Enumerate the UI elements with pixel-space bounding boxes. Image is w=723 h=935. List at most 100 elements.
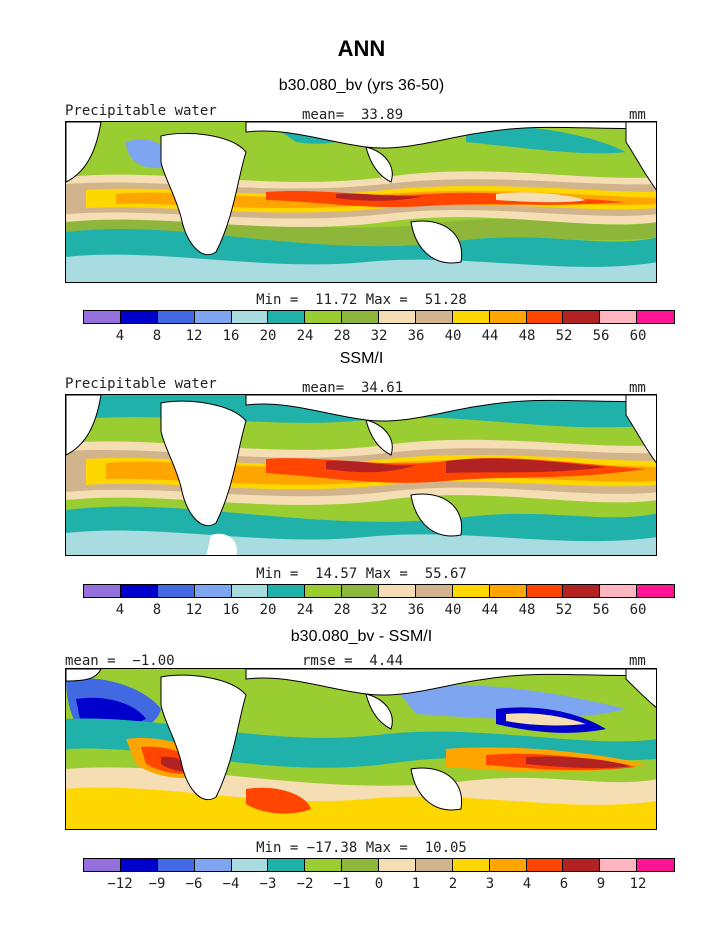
colorbar-tick-label: 44 (481, 328, 499, 344)
colorbar-tick-label: 52 (555, 602, 573, 618)
colorbar-swatch (452, 859, 490, 871)
colorbar-tick-label: 16 (222, 602, 240, 618)
colorbar-swatch (379, 311, 416, 323)
colorbar-tick-label: −3 (259, 876, 277, 892)
colorbar-swatch (526, 859, 564, 871)
colorbar-swatch (600, 311, 638, 323)
colorbar-tick-label: 2 (448, 876, 458, 892)
panel-1-mean-label: mean= 33.89 (302, 107, 404, 123)
colorbar-tick-label: 4 (522, 876, 532, 892)
colorbar-tick-label: 28 (333, 602, 351, 618)
colorbar-tick-label: 9 (596, 876, 606, 892)
panel-3-colorbar-ticks: −12 −9 −6 −4 −3 −2 −1 0 1 2 3 4 6 9 12 (83, 876, 646, 894)
colorbar-swatch (120, 311, 158, 323)
panel-3-units-label: mm (629, 653, 646, 669)
colorbar-swatch (305, 585, 343, 597)
colorbar-tick-label: 8 (152, 328, 162, 344)
colorbar-tick-label: 4 (115, 328, 125, 344)
colorbar-swatch (231, 311, 269, 323)
panel-1-minmax: Min = 11.72 Max = 51.28 (256, 292, 467, 308)
colorbar-swatch (600, 585, 638, 597)
colorbar-tick-label: 60 (629, 328, 647, 344)
colorbar-tick-label: 12 (185, 602, 203, 618)
colorbar-swatch (489, 311, 527, 323)
colorbar-swatch (637, 311, 674, 323)
panel-2-colorbar (83, 584, 675, 598)
colorbar-swatch (526, 585, 564, 597)
panel-1-colorbar (83, 310, 675, 324)
colorbar-swatch (120, 585, 158, 597)
colorbar-swatch (526, 311, 564, 323)
panel-2-mean-label: mean= 34.61 (302, 380, 404, 396)
panel-1-variable-label: Precipitable water (65, 103, 217, 119)
colorbar-swatch (157, 311, 195, 323)
colorbar-swatch (637, 859, 674, 871)
colorbar-tick-label: 12 (185, 328, 203, 344)
colorbar-swatch (231, 585, 269, 597)
colorbar-tick-label: 24 (296, 328, 314, 344)
colorbar-swatch (305, 859, 343, 871)
panel-1-map-svg (66, 122, 656, 282)
colorbar-swatch (84, 311, 121, 323)
colorbar-tick-label: 1 (411, 876, 421, 892)
colorbar-tick-label: 20 (259, 328, 277, 344)
panel-3-minmax: Min = −17.38 Max = 10.05 (256, 840, 467, 856)
panel-3-mean-label: mean = −1.00 (65, 653, 175, 669)
panel-2-variable-label: Precipitable water (65, 376, 217, 392)
colorbar-swatch (415, 311, 453, 323)
colorbar-tick-label: 48 (518, 602, 536, 618)
panel-3-map-svg (66, 669, 656, 829)
colorbar-swatch (194, 859, 232, 871)
colorbar-swatch (157, 585, 195, 597)
colorbar-tick-label: 32 (370, 602, 388, 618)
panel-1-colorbar-ticks: 4 8 12 16 20 24 28 32 36 40 44 48 52 56 60 (83, 328, 647, 346)
colorbar-swatch (637, 585, 674, 597)
colorbar-swatch (415, 585, 453, 597)
colorbar-swatch (305, 311, 343, 323)
panel-3-rmse-label: rmse = 4.44 (302, 653, 404, 669)
colorbar-swatch (379, 859, 416, 871)
panel-2-map-svg (66, 395, 656, 555)
colorbar-tick-label: −2 (296, 876, 314, 892)
colorbar-swatch (231, 859, 269, 871)
colorbar-swatch (563, 859, 601, 871)
colorbar-swatch (157, 859, 195, 871)
colorbar-swatch (120, 859, 158, 871)
colorbar-tick-label: 24 (296, 602, 314, 618)
colorbar-tick-label: 40 (444, 328, 462, 344)
colorbar-tick-label: −1 (333, 876, 351, 892)
colorbar-swatch (452, 585, 490, 597)
colorbar-tick-label: 60 (629, 602, 647, 618)
colorbar-swatch (194, 311, 232, 323)
panel-1-map (65, 121, 657, 283)
colorbar-tick-label: 8 (152, 602, 162, 618)
colorbar-tick-label: −12 (107, 876, 133, 892)
colorbar-tick-label: 0 (374, 876, 384, 892)
colorbar-swatch (600, 859, 638, 871)
colorbar-tick-label: 56 (592, 328, 610, 344)
figure-title: ANN (337, 36, 386, 61)
panel-2-units-label: mm (629, 380, 646, 396)
colorbar-tick-label: 36 (407, 602, 425, 618)
colorbar-tick-label: −6 (185, 876, 203, 892)
panel-2-title: SSM/I (339, 350, 384, 367)
colorbar-tick-label: 44 (481, 602, 499, 618)
colorbar-swatch (342, 311, 379, 323)
panel-3-colorbar (83, 858, 675, 872)
colorbar-swatch (452, 311, 490, 323)
colorbar-swatch (342, 585, 379, 597)
colorbar-swatch (342, 859, 379, 871)
panel-2-map (65, 394, 657, 556)
colorbar-swatch (84, 585, 121, 597)
colorbar-tick-label: 28 (333, 328, 351, 344)
colorbar-tick-label: 12 (629, 876, 647, 892)
colorbar-swatch (379, 585, 416, 597)
colorbar-swatch (563, 585, 601, 597)
panel-2-minmax: Min = 14.57 Max = 55.67 (256, 566, 467, 582)
colorbar-tick-label: −9 (148, 876, 166, 892)
colorbar-swatch (84, 859, 121, 871)
colorbar-swatch (489, 859, 527, 871)
colorbar-tick-label: 4 (115, 602, 125, 618)
colorbar-swatch (268, 585, 306, 597)
colorbar-tick-label: 52 (555, 328, 573, 344)
